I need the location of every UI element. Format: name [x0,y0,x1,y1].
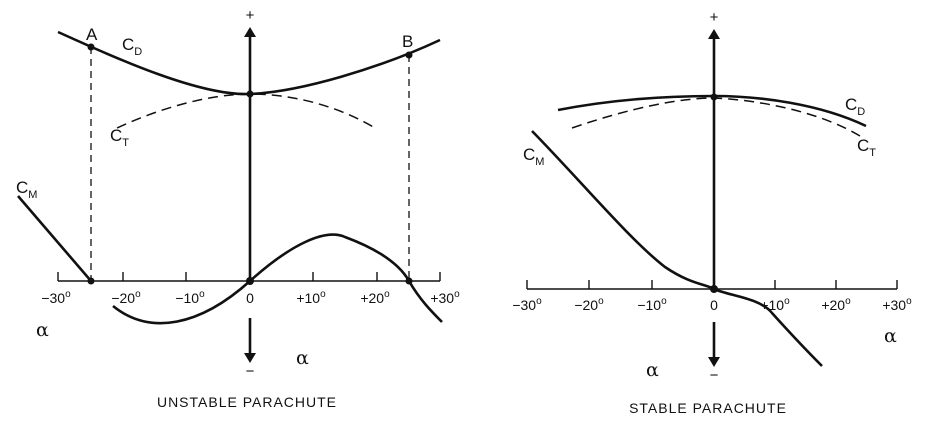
stable-tick-marks [526,280,898,289]
unstable-right-crossing-point [405,277,413,285]
unstable-diagram: + − A B CD CT CM −30o −20o −10o 0 +10o +… [16,7,460,410]
stable-cm-label: CM [523,145,544,168]
unstable-tick-label: 0 [246,290,254,306]
unstable-tick-label: +30o [430,289,460,306]
stable-plus-sign: + [710,9,719,26]
unstable-tick-label: +10o [296,289,326,306]
stable-origin-point [710,285,718,293]
unstable-caption: UNSTABLE PARACHUTE [157,394,337,410]
stable-alpha-bottom-label: α [646,359,659,381]
unstable-ct-label: CT [110,126,129,149]
stable-ct-label: CT [857,136,876,159]
unstable-cm-left-segment [17,195,92,282]
stable-cd-label: CD [845,95,865,118]
stable-minus-sign: − [710,367,719,384]
unstable-tick-label: −20o [111,289,141,306]
stable-tick-label: −20o [574,296,604,313]
unstable-point-b-label: B [402,32,413,51]
stable-ct-curve [571,97,861,137]
unstable-minus-sign: − [246,363,255,380]
unstable-point-a-label: A [86,25,98,44]
stable-tick-label: 0 [710,297,718,313]
unstable-ct-curve [116,93,376,129]
stable-caption: STABLE PARACHUTE [629,400,787,416]
unstable-tick-marks [57,272,441,281]
stable-tick-label: −10o [637,296,667,313]
stable-alpha-right-label: α [884,325,897,347]
unstable-tick-label: −10o [175,289,205,306]
unstable-origin-point [246,277,254,285]
stable-diagram: + − CD CT CM −30o −20o −10o 0 +10o +20o … [512,9,912,416]
unstable-tick-label: −30o [41,289,71,306]
unstable-point-b-marker [405,51,413,59]
unstable-cd-axis-point [246,90,254,98]
stable-tick-label: −30o [512,296,542,313]
stable-tick-label: +10o [760,296,790,313]
stable-tick-label: +30o [882,296,912,313]
stable-cm-curve [531,130,823,367]
unstable-plus-sign: + [246,7,255,24]
stable-cd-curve [557,94,867,128]
unstable-alpha-bottom-label: α [296,347,309,369]
unstable-alpha-left-label: α [36,319,49,341]
stable-cd-axis-point [710,93,718,101]
unstable-point-a-marker [87,43,95,51]
stable-tick-label: +20o [821,296,851,313]
unstable-cm-curve [112,233,443,325]
unstable-left-crossing-point [87,277,95,285]
unstable-cd-label: CD [122,35,142,58]
unstable-cm-label: CM [16,178,37,201]
unstable-tick-label: +20o [360,289,390,306]
